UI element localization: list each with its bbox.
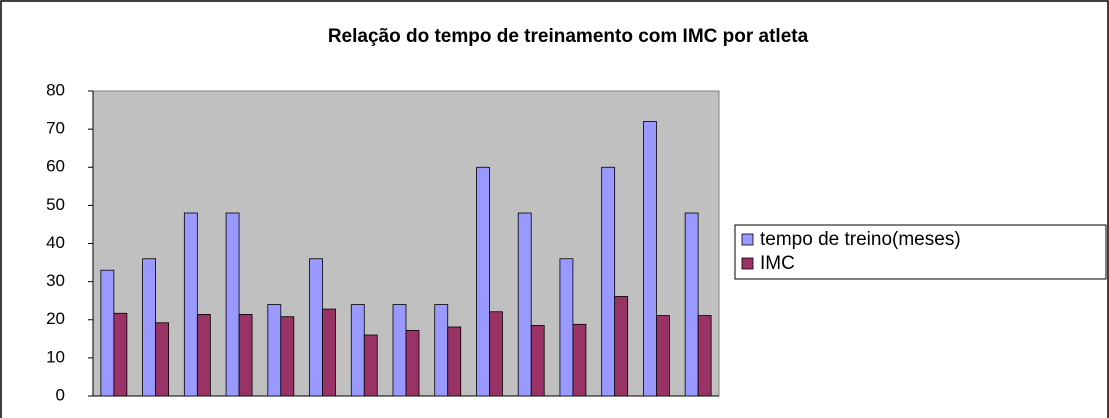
y-tick-label: 0 <box>56 385 65 404</box>
bar <box>238 314 253 397</box>
chart-title: Relação do tempo de treinamento com IMC … <box>328 26 809 47</box>
bar <box>267 304 282 397</box>
bar <box>183 212 198 397</box>
bar <box>100 269 115 397</box>
legend-label: tempo de treino(meses) <box>760 229 961 250</box>
y-tick-label: 40 <box>46 233 65 252</box>
bar <box>476 166 490 397</box>
y-tick-label: 60 <box>46 157 65 176</box>
y-tick-label: 10 <box>46 347 65 366</box>
legend-swatch <box>741 257 754 270</box>
bar <box>155 322 170 397</box>
bar <box>697 315 712 397</box>
y-tick-label: 20 <box>46 309 65 328</box>
bar <box>392 304 407 397</box>
bar <box>309 258 323 397</box>
legend-label: IMC <box>760 253 795 274</box>
bar <box>517 212 532 397</box>
bar <box>530 325 545 397</box>
bar <box>684 212 699 397</box>
bar <box>363 334 378 397</box>
bar <box>614 296 629 397</box>
bar <box>601 166 616 397</box>
bar <box>434 304 449 397</box>
bar <box>196 314 211 397</box>
y-tick-label: 30 <box>46 271 65 290</box>
y-tick-label: 70 <box>46 119 65 138</box>
bar <box>225 212 240 397</box>
legend <box>734 224 1107 280</box>
bar <box>142 258 157 397</box>
bar <box>559 258 574 397</box>
bar <box>643 121 657 397</box>
bar <box>350 304 365 397</box>
legend-swatch <box>741 233 754 246</box>
bar <box>572 323 587 397</box>
bar <box>322 308 336 397</box>
bar <box>489 311 503 397</box>
bar <box>447 326 462 397</box>
bar <box>280 316 295 397</box>
y-tick-label: 50 <box>46 195 65 214</box>
bar <box>113 312 128 397</box>
bar <box>405 330 420 397</box>
bar <box>656 315 670 397</box>
y-tick-label: 80 <box>46 80 65 99</box>
